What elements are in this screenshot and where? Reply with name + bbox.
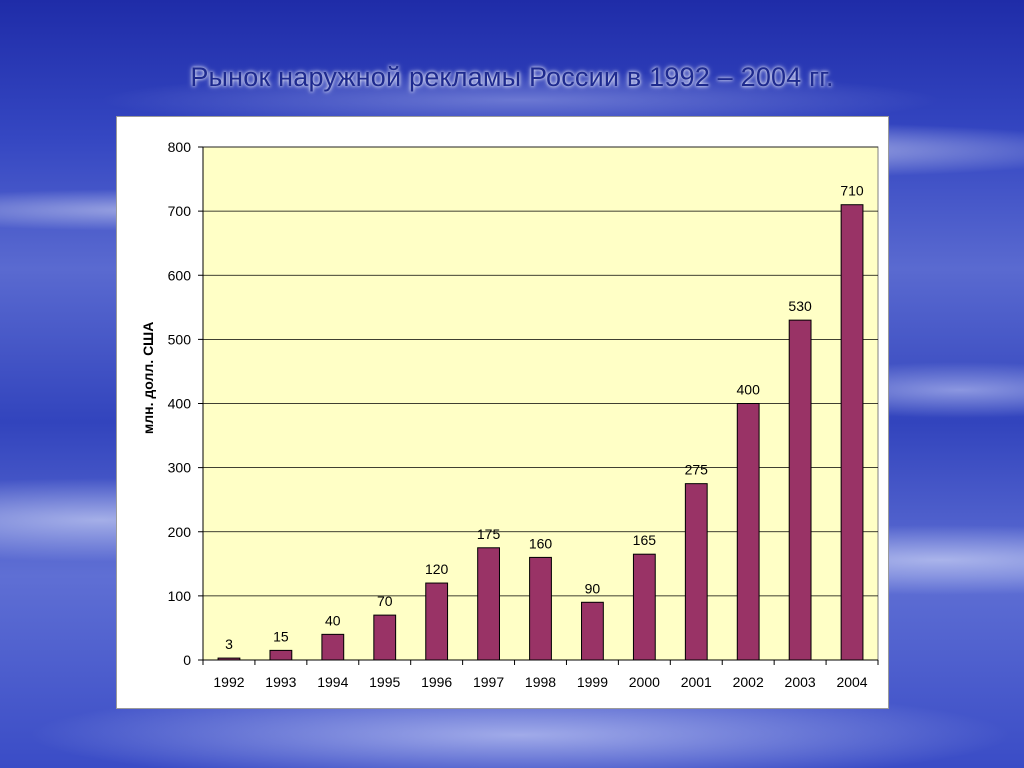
bar-1999: [581, 601, 604, 661]
bar-2002: [736, 403, 760, 661]
chart-area: 3 15 40 70 120 175 160 90 165 275 400 530 710 0 100 20…: [116, 116, 889, 709]
data-label-2000: 165: [633, 532, 657, 548]
bar-1996: [425, 582, 449, 661]
x-axis-ticks: 1992 1993 1994 1995 1996 1997 1998 1999 2000 2001…: [202, 660, 879, 690]
bar-chart: 3 15 40 70 120 175 160 90 165 275 400 530 710 0 100 20…: [140, 139, 879, 690]
y-tick-label: 500: [168, 331, 192, 347]
x-tick-label: 1995: [369, 674, 400, 690]
data-label-1992: 3: [225, 636, 233, 652]
y-tick-label: 300: [168, 460, 192, 476]
data-label-1993: 15: [273, 628, 289, 644]
data-label-2002: 400: [737, 382, 761, 398]
data-label-2004: 710: [840, 183, 864, 199]
x-tick-label: 1994: [317, 674, 348, 690]
x-tick-label: 1998: [525, 674, 556, 690]
x-tick-label: 2002: [733, 674, 764, 690]
bar-2001: [684, 483, 708, 661]
y-tick-label: 800: [168, 139, 192, 155]
bar-2004: [840, 204, 864, 661]
data-label-2001: 275: [685, 462, 709, 478]
y-tick-label: 0: [183, 652, 191, 668]
bar-1994: [321, 633, 345, 661]
bar-1993: [269, 649, 293, 661]
y-axis-ticks: 0 100 200 300 400 500 600 700 800: [168, 139, 878, 668]
data-labels: 3 15 40 70 120 175 160 90 165 275 400 530 710: [225, 183, 864, 652]
bar-1998: [529, 556, 552, 661]
x-tick-label: 1996: [421, 674, 452, 690]
slide-title: Рынок наружной рекламы России в 1992 – 2…: [190, 62, 834, 92]
x-tick-label: 2001: [681, 674, 712, 690]
x-tick-label: 1997: [473, 674, 504, 690]
y-tick-label: 200: [168, 524, 192, 540]
x-tick-label: 1992: [213, 674, 244, 690]
y-tick-label: 400: [168, 396, 192, 412]
data-label-2003: 530: [788, 298, 812, 314]
y-tick-label: 600: [168, 267, 192, 283]
y-tick-label: 100: [168, 588, 192, 604]
bar-2003: [788, 319, 812, 661]
data-label-1998: 160: [529, 535, 553, 551]
data-label-1996: 120: [425, 561, 449, 577]
x-tick-label: 2000: [629, 674, 660, 690]
y-axis-title: млн. долл. США: [140, 322, 156, 434]
bars: [217, 204, 864, 661]
data-label-1995: 70: [377, 593, 393, 609]
y-tick-label: 700: [168, 203, 192, 219]
x-tick-label: 1999: [577, 674, 608, 690]
bar-1995: [373, 614, 397, 661]
x-tick-label: 2004: [836, 674, 867, 690]
bar-2000: [632, 553, 656, 661]
data-label-1994: 40: [325, 612, 341, 628]
x-tick-label: 1993: [265, 674, 296, 690]
data-label-1999: 90: [585, 580, 601, 596]
x-tick-label: 2003: [785, 674, 816, 690]
bar-1997: [477, 547, 500, 661]
data-label-1997: 175: [477, 526, 501, 542]
